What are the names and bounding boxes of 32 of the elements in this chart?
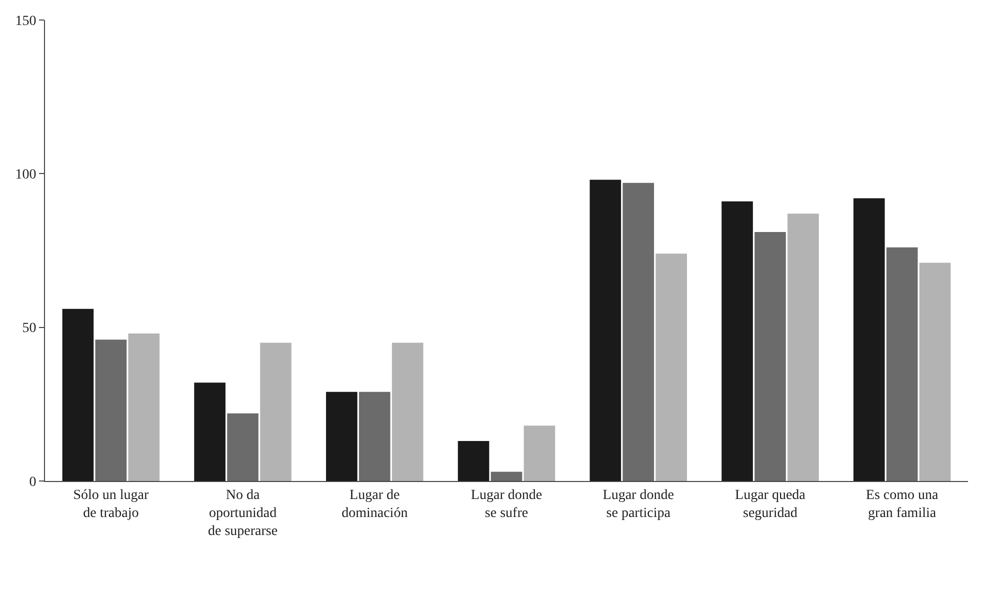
bar — [458, 441, 490, 481]
y-tick-label: 150 — [15, 14, 36, 29]
bar — [62, 308, 94, 481]
y-tick-label: 100 — [15, 168, 36, 183]
x-tick-label: No da oportunidad de superarse — [208, 488, 278, 540]
bar — [919, 262, 951, 481]
bar — [656, 254, 687, 481]
bar — [95, 340, 127, 481]
x-tick-label: Lugar queda seguridad — [735, 488, 806, 521]
bar — [326, 392, 358, 481]
bar — [260, 342, 292, 481]
y-tick-label: 0 — [29, 474, 36, 490]
y-tick-label: 50 — [22, 321, 36, 336]
bar — [788, 214, 819, 481]
bar — [358, 392, 390, 481]
x-tick-label: Es como una gran familia — [866, 488, 940, 521]
bar — [886, 247, 918, 481]
bar — [754, 232, 786, 481]
x-tick-label: Sólo un lugar de trabajo — [73, 488, 149, 521]
bar — [227, 413, 258, 481]
x-tick-label: Lugar donde se sufre — [470, 488, 542, 521]
bar — [490, 472, 522, 481]
x-tick-label: Lugar de dominación — [342, 488, 408, 521]
bar — [128, 333, 160, 481]
bar — [722, 201, 753, 481]
bar — [392, 342, 424, 481]
x-tick-label: Lugar donde se participa — [602, 488, 674, 521]
bar — [524, 426, 556, 481]
bar — [622, 182, 654, 481]
bar — [853, 198, 885, 481]
bar — [590, 180, 622, 481]
bar — [194, 382, 226, 481]
